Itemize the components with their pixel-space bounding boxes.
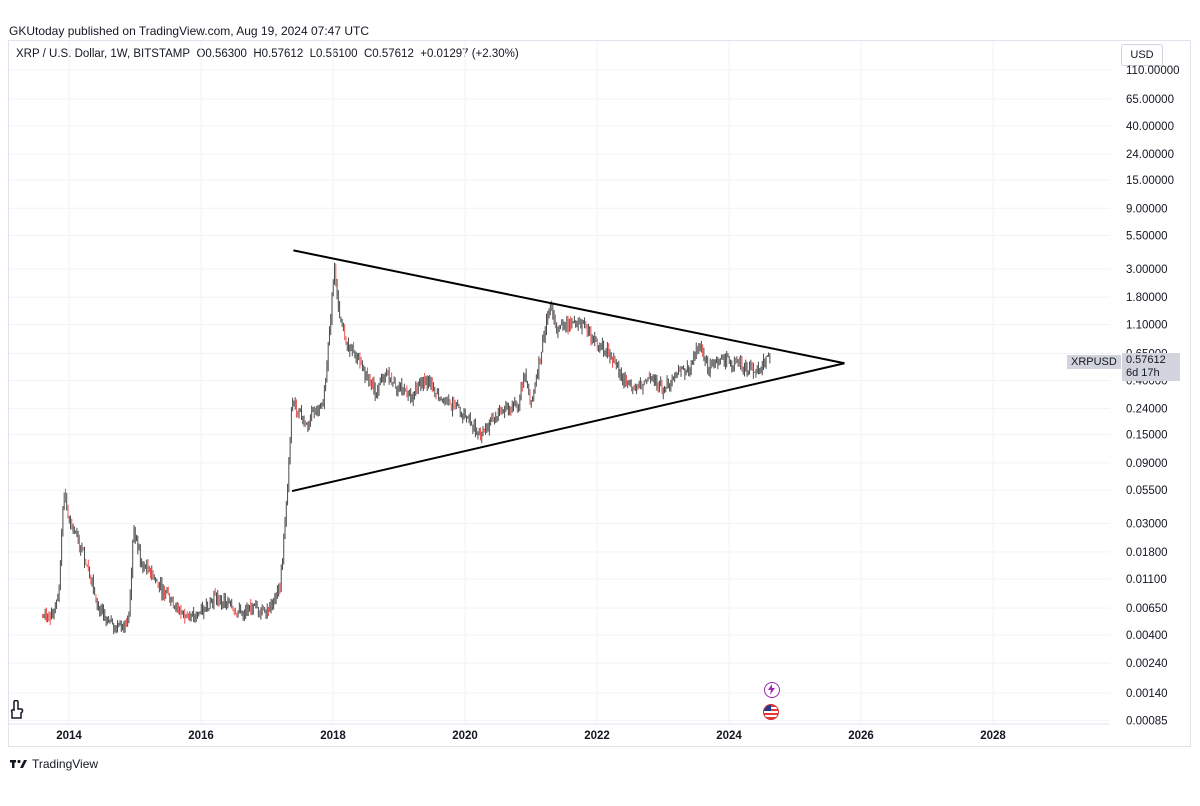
y-tick-label: 15.00000 — [1126, 175, 1174, 187]
y-tick-label: 0.09000 — [1126, 458, 1168, 470]
y-tick-label: 0.00400 — [1126, 630, 1168, 642]
y-tick-label: 0.01100 — [1126, 574, 1167, 586]
last-price-value: 0.57612 — [1126, 354, 1166, 366]
chart-legend: XRP / U.S. Dollar, 1W, BITSTAMP O0.56300… — [16, 48, 519, 60]
y-tick-label: 0.03000 — [1126, 519, 1168, 531]
footer-brand: TradingView — [32, 757, 99, 771]
y-tick-label: 0.00140 — [1126, 688, 1168, 700]
y-tick-label: 5.50000 — [1126, 230, 1168, 242]
y-tick-label: 0.05500 — [1126, 485, 1168, 497]
y-tick-label: 0.00085 — [1126, 716, 1168, 728]
footer: TradingView — [10, 757, 98, 771]
y-tick-label: 40.00000 — [1126, 121, 1174, 133]
legend-low: L0.56100 — [309, 48, 358, 60]
published-info: GKUtoday published on TradingView.com, A… — [9, 24, 370, 38]
y-tick-label: 3.00000 — [1126, 264, 1168, 276]
legend-high: H0.57612 — [253, 48, 304, 60]
us-flag-icon[interactable] — [763, 704, 779, 720]
y-tick-label: 1.10000 — [1126, 319, 1168, 331]
y-tick-label: 0.00240 — [1126, 658, 1168, 670]
tradingview-logo-icon — [10, 759, 27, 768]
x-tick-label: 2020 — [452, 730, 478, 742]
x-tick-label: 2026 — [848, 730, 874, 742]
y-tick-label: 9.00000 — [1126, 203, 1168, 215]
x-tick-label: 2028 — [980, 730, 1006, 742]
legend-open: O0.56300 — [196, 48, 247, 60]
legend-change: +0.01297 (+2.30%) — [420, 48, 519, 60]
x-tick-label: 2018 — [320, 730, 346, 742]
y-tick-label: 0.15000 — [1126, 430, 1168, 442]
x-tick-label: 2022 — [584, 730, 610, 742]
y-tick-label: 0.24000 — [1126, 404, 1168, 416]
x-tick-label: 2024 — [716, 730, 742, 742]
x-tick-label: 2016 — [188, 730, 214, 742]
y-tick-label: 110.00000 — [1126, 65, 1180, 77]
y-tick-label: 0.01800 — [1126, 547, 1168, 559]
drawing-tool-icon[interactable] — [10, 700, 24, 720]
symbol-price-tag: XRPUSD — [1067, 355, 1121, 369]
y-tick-label: 24.00000 — [1126, 149, 1174, 161]
x-tick-label: 2014 — [56, 730, 82, 742]
legend-close: C0.57612 — [363, 48, 414, 60]
last-price-tag: 0.57612 6d 17h — [1122, 353, 1180, 381]
chart-frame — [8, 40, 1191, 747]
currency-unit-button[interactable]: USD — [1121, 44, 1163, 66]
flag-canton — [764, 705, 771, 711]
upper-trendline — [293, 249, 845, 365]
lightning-icon[interactable] — [764, 682, 780, 698]
y-tick-label: 0.00650 — [1126, 603, 1168, 615]
bar-countdown: 6d 17h — [1126, 367, 1160, 379]
legend-symbol: XRP / U.S. Dollar, 1W, BITSTAMP — [16, 48, 191, 60]
y-tick-label: 65.00000 — [1126, 94, 1174, 106]
y-tick-label: 1.80000 — [1126, 292, 1168, 304]
lower-trendline — [291, 362, 845, 493]
